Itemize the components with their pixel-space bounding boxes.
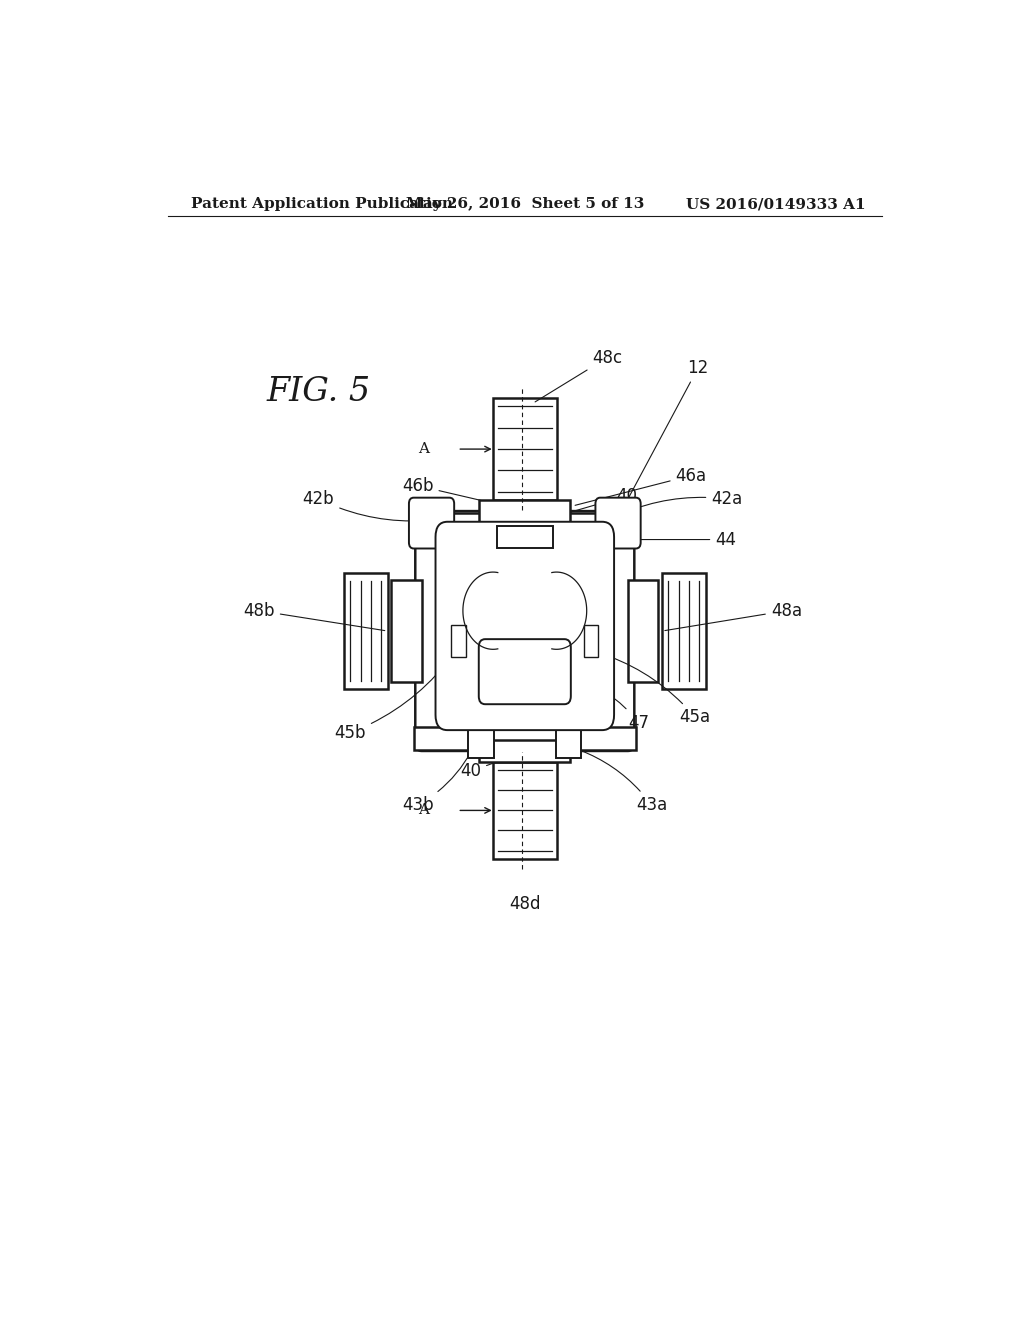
- Bar: [479, 500, 570, 523]
- Text: 48c: 48c: [536, 348, 623, 401]
- FancyBboxPatch shape: [416, 511, 634, 751]
- Bar: [628, 581, 658, 682]
- Text: 42b: 42b: [303, 490, 436, 521]
- Text: 45b: 45b: [335, 653, 454, 742]
- Text: 45a: 45a: [597, 652, 711, 726]
- Text: 47: 47: [567, 673, 649, 731]
- Text: 48d: 48d: [509, 895, 541, 913]
- FancyBboxPatch shape: [595, 498, 641, 549]
- Text: FIG. 5: FIG. 5: [267, 376, 371, 408]
- Bar: [497, 525, 553, 548]
- Text: 40: 40: [460, 756, 510, 780]
- Text: A: A: [419, 442, 430, 457]
- Bar: [494, 762, 557, 859]
- Bar: [479, 739, 570, 762]
- Bar: [468, 719, 494, 758]
- Text: 48a: 48a: [665, 602, 802, 631]
- Text: 43a: 43a: [580, 750, 668, 814]
- Text: 48b: 48b: [244, 602, 385, 631]
- Text: 44: 44: [635, 531, 736, 549]
- Bar: [584, 624, 598, 657]
- Bar: [494, 399, 557, 500]
- Text: May 26, 2016  Sheet 5 of 13: May 26, 2016 Sheet 5 of 13: [406, 197, 644, 211]
- FancyBboxPatch shape: [409, 498, 455, 549]
- Bar: [344, 573, 387, 689]
- Text: Patent Application Publication: Patent Application Publication: [191, 197, 454, 211]
- Bar: [663, 573, 706, 689]
- Text: 40: 40: [559, 487, 637, 515]
- Bar: [556, 719, 582, 758]
- Text: US 2016/0149333 A1: US 2016/0149333 A1: [686, 197, 866, 211]
- Bar: [414, 727, 636, 750]
- Bar: [391, 581, 422, 682]
- Text: 12: 12: [630, 359, 709, 496]
- FancyBboxPatch shape: [435, 521, 614, 730]
- Text: A: A: [419, 804, 430, 817]
- Text: 43b: 43b: [401, 751, 471, 814]
- Text: 46b: 46b: [402, 477, 502, 506]
- FancyBboxPatch shape: [479, 639, 570, 704]
- Text: 46a: 46a: [575, 466, 707, 506]
- Bar: [452, 624, 466, 657]
- Text: 42a: 42a: [612, 490, 742, 517]
- Bar: [414, 512, 636, 535]
- Text: 41: 41: [514, 591, 536, 610]
